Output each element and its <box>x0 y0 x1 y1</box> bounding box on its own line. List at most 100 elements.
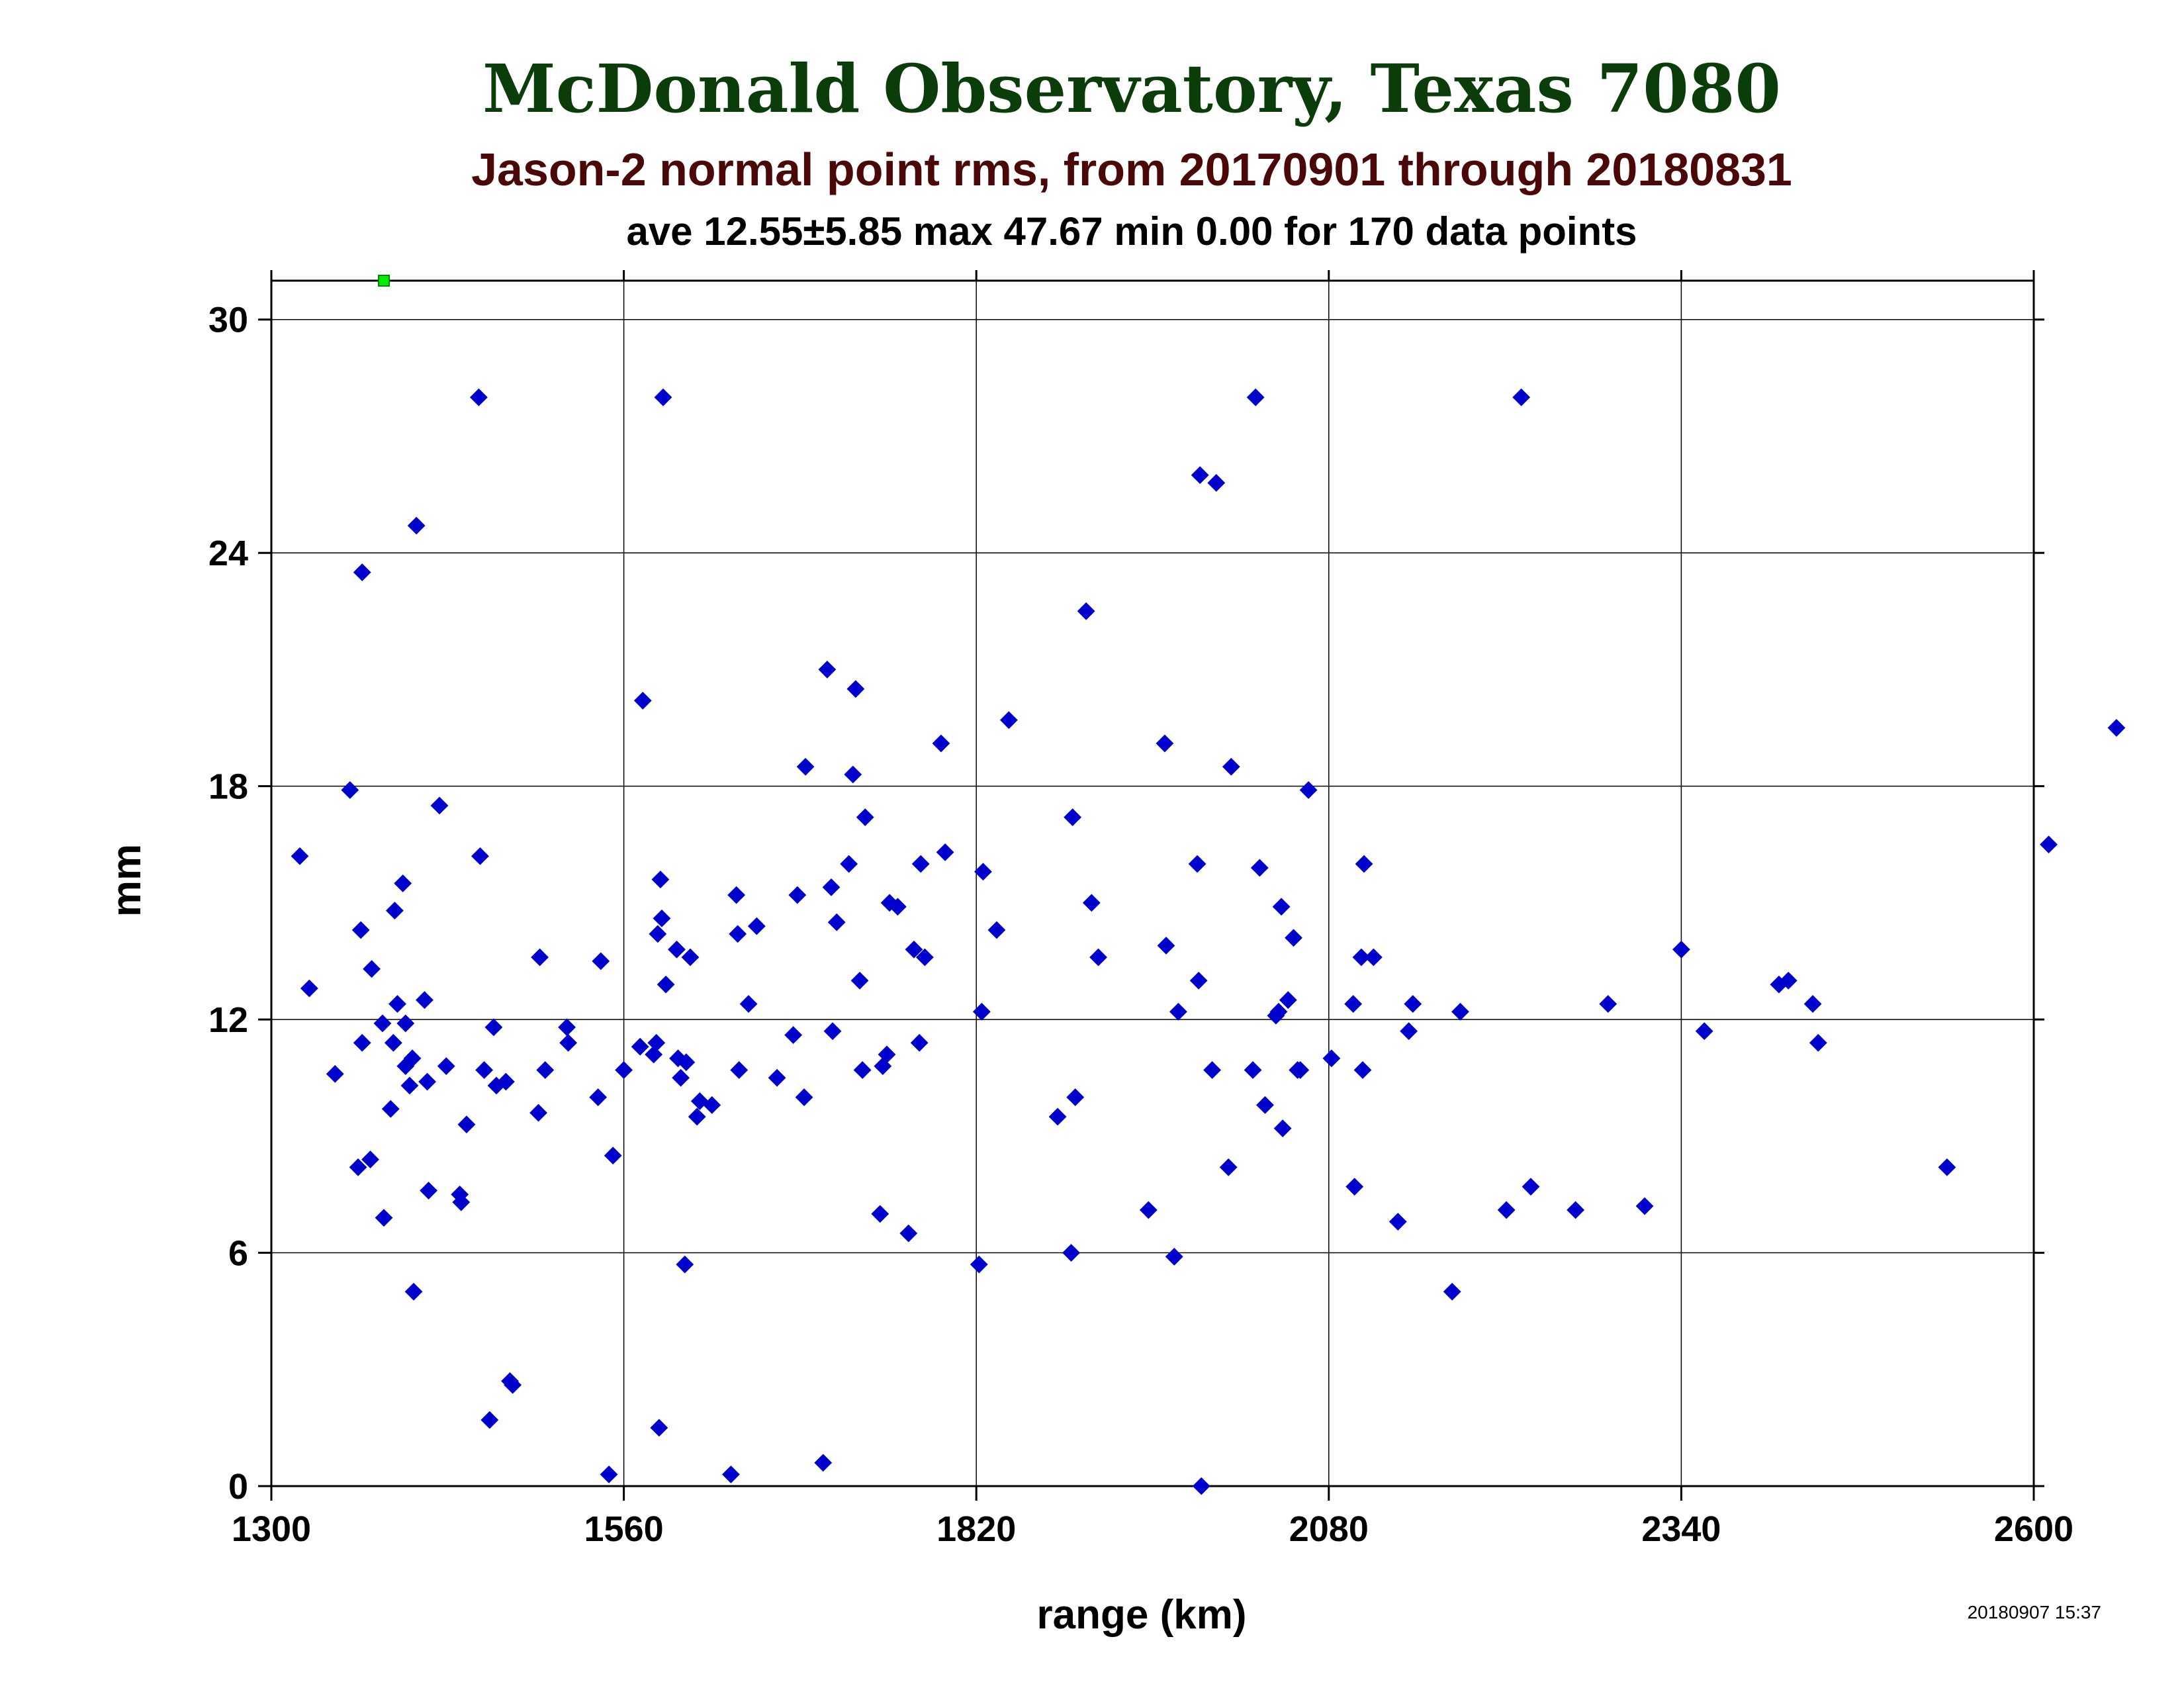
data-point <box>677 1053 696 1072</box>
data-point <box>1256 1096 1274 1114</box>
data-point <box>418 1072 436 1091</box>
data-point <box>400 1076 419 1095</box>
data-point <box>1344 995 1363 1013</box>
data-point <box>404 1282 423 1301</box>
data-point <box>1672 940 1690 959</box>
data-point <box>559 1033 578 1052</box>
data-point <box>361 1150 379 1168</box>
data-point <box>353 563 371 581</box>
data-point <box>657 975 675 994</box>
data-point <box>1246 388 1265 406</box>
data-point <box>1285 929 1302 947</box>
chart-stats: ave 12.55±5.85 max 47.67 min 0.00 for 17… <box>626 209 1637 254</box>
data-point <box>1192 1477 1210 1495</box>
data-point <box>888 898 907 916</box>
data-point <box>796 757 815 776</box>
data-point <box>529 1103 547 1122</box>
data-point <box>437 1057 455 1076</box>
data-point <box>407 516 426 535</box>
data-point <box>1066 1088 1085 1106</box>
data-point <box>676 1255 694 1274</box>
y-tick-label: 6 <box>228 1234 248 1274</box>
data-point <box>1064 808 1082 827</box>
data-point <box>1404 995 1422 1013</box>
data-point <box>1322 1049 1341 1068</box>
chart-subtitle: Jason-2 normal point rms, from 20170901 … <box>471 144 1792 195</box>
data-point <box>1388 1213 1407 1231</box>
outlier-marker <box>378 275 390 287</box>
data-point <box>1273 1119 1292 1137</box>
data-point <box>373 1014 392 1033</box>
data-point <box>291 847 309 865</box>
data-point <box>703 1096 721 1114</box>
data-point <box>654 388 672 406</box>
axis-ticks: 1300 1560 1820 2080 2340 2600 0 6 12 18 24 30 <box>208 270 2073 1549</box>
data-point <box>1062 1244 1081 1262</box>
data-point <box>416 991 433 1009</box>
data-point <box>470 388 488 406</box>
data-point <box>647 1033 666 1052</box>
data-point <box>496 1072 515 1091</box>
data-point <box>1219 1158 1238 1176</box>
data-point <box>384 1033 402 1052</box>
data-point <box>818 661 837 679</box>
data-point <box>672 1068 690 1087</box>
data-point <box>910 1033 929 1052</box>
x-tick-label: 1820 <box>936 1509 1016 1549</box>
data-point <box>974 863 992 881</box>
data-point <box>1165 1248 1183 1266</box>
data-point <box>727 886 746 904</box>
data-point <box>381 1100 400 1118</box>
data-point <box>1353 1061 1372 1079</box>
data-point <box>300 979 318 998</box>
data-point <box>768 1068 786 1087</box>
data-point <box>899 1224 918 1243</box>
data-point <box>878 1045 896 1064</box>
data-point <box>650 1419 668 1437</box>
data-point <box>600 1465 618 1483</box>
data-point <box>420 1182 438 1199</box>
data-point <box>1299 781 1318 799</box>
data-point <box>730 1061 749 1079</box>
data-point <box>375 1209 393 1227</box>
data-point <box>645 1045 663 1064</box>
data-point <box>850 971 869 990</box>
data-point <box>905 940 923 959</box>
x-tick-label: 2080 <box>1289 1509 1369 1549</box>
data-point <box>1207 474 1226 492</box>
data-point <box>1400 1022 1418 1041</box>
data-point <box>681 948 700 966</box>
data-point <box>747 917 766 935</box>
data-point <box>2107 719 2126 737</box>
data-point <box>353 1033 371 1052</box>
data-point <box>1272 898 1291 916</box>
data-point <box>396 1014 415 1033</box>
data-point <box>651 870 670 889</box>
y-tick-label: 0 <box>228 1467 248 1507</box>
data-point <box>1635 1197 1654 1215</box>
plot-area <box>270 279 2035 1487</box>
data-point <box>531 948 549 966</box>
data-point <box>1250 859 1269 877</box>
data-point <box>1082 894 1101 912</box>
data-point <box>1497 1201 1516 1219</box>
data-point <box>1269 1002 1288 1021</box>
data-point <box>1599 995 1617 1013</box>
data-point <box>1139 1201 1158 1219</box>
data-point <box>915 948 934 966</box>
data-point <box>722 1465 740 1483</box>
data-point <box>341 781 359 799</box>
data-point <box>840 855 858 873</box>
data-point <box>388 995 406 1013</box>
timestamp: 20180907 15:37 <box>1968 1602 2101 1622</box>
data-point <box>394 874 412 892</box>
data-point <box>1443 1282 1461 1301</box>
data-point <box>1567 1201 1585 1219</box>
data-point <box>1157 937 1175 955</box>
data-point <box>1451 1002 1469 1021</box>
data-point <box>604 1147 622 1165</box>
data-point <box>363 960 381 978</box>
data-point <box>480 1411 499 1429</box>
data-point <box>1169 1002 1187 1021</box>
x-tick-label: 1300 <box>232 1509 311 1549</box>
